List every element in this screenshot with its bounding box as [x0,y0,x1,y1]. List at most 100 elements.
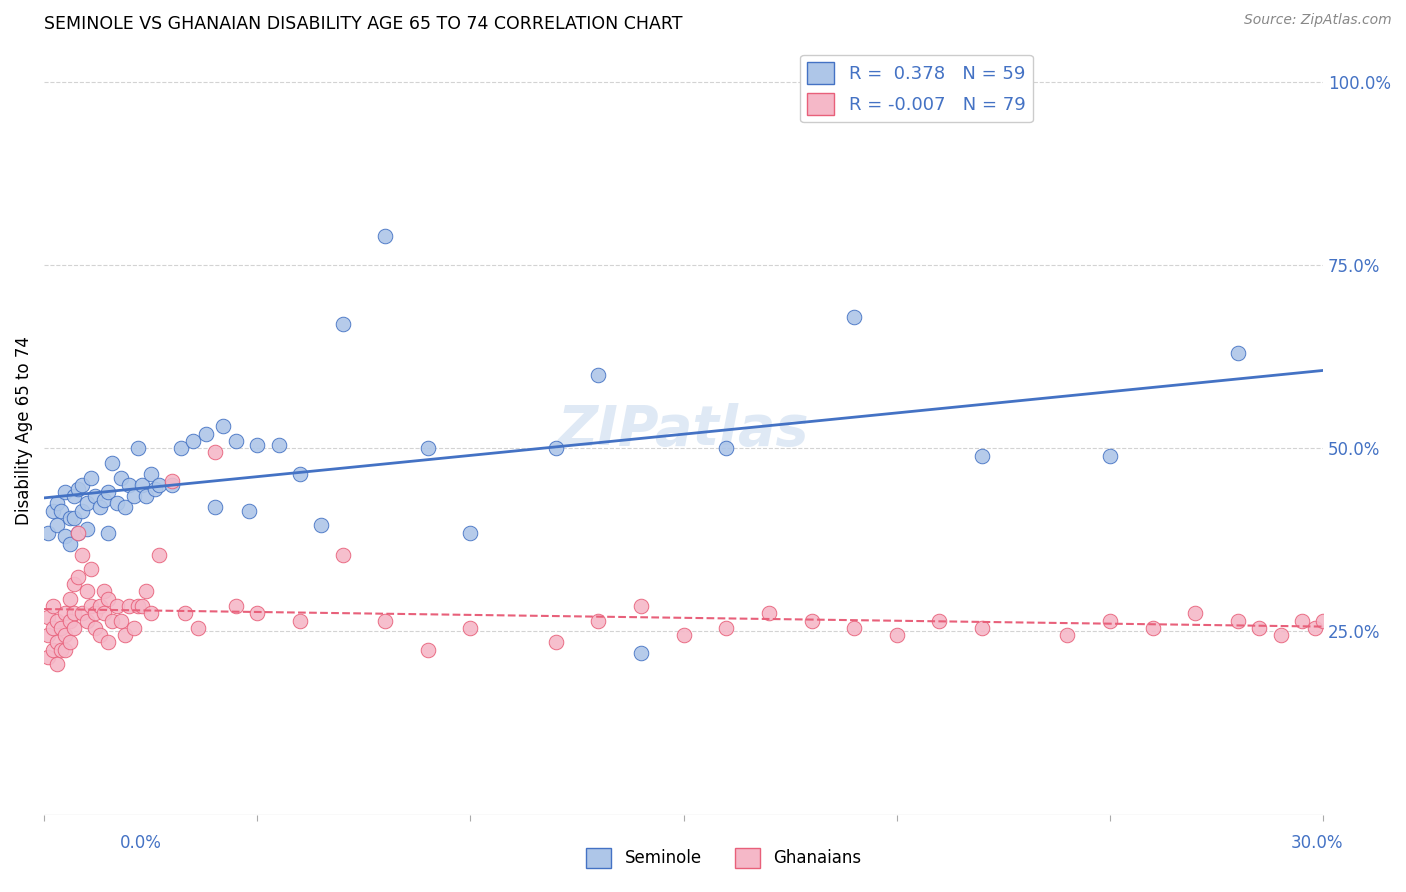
Point [45,635,67,649]
Point [67,525,90,540]
Point [267,438,290,452]
Point [89,628,111,642]
Point [59,511,82,525]
Point [97,635,120,649]
Point [187,621,209,635]
Point [63,511,86,525]
Point [416,642,439,657]
Point [72,606,94,620]
Text: ZIPatlas: ZIPatlas [558,403,810,457]
Point [970,621,993,635]
Point [93,584,115,599]
Point [63,621,86,635]
Point [1249,621,1271,635]
Point [51,642,73,657]
Point [460,525,482,540]
Point [183,434,205,449]
Point [544,635,567,649]
Point [204,445,226,459]
Point [72,548,94,562]
Point [716,442,738,456]
Point [160,478,183,492]
Point [45,657,67,672]
Point [127,599,149,613]
Point [37,610,59,624]
Point [59,635,82,649]
Point [173,606,195,620]
Point [588,368,610,383]
Point [59,591,82,606]
Point [105,599,128,613]
Point [63,489,86,503]
Point [148,548,170,562]
Point [122,621,145,635]
Point [246,606,269,620]
Point [80,562,103,576]
Point [93,606,115,620]
Point [716,621,738,635]
Point [160,475,183,489]
Point [169,442,191,456]
Point [114,500,136,514]
Point [309,518,332,533]
Point [143,482,166,496]
Point [127,442,149,456]
Point [41,503,63,517]
Point [1056,628,1078,642]
Point [630,647,652,661]
Point [1098,614,1121,628]
Point [67,569,90,583]
Point [588,614,610,628]
Point [1226,346,1249,360]
Point [204,500,226,514]
Point [131,599,153,613]
Point [76,496,98,510]
Point [55,642,77,657]
Text: 0.0%: 0.0% [120,834,162,852]
Point [800,614,823,628]
Point [544,442,567,456]
Point [72,478,94,492]
Point [195,426,218,441]
Point [105,496,128,510]
Point [139,606,162,620]
Text: 30.0%: 30.0% [1291,834,1343,852]
Point [80,471,103,485]
Point [1312,614,1334,628]
Point [84,489,107,503]
Point [1098,449,1121,463]
Point [45,614,67,628]
Point [118,478,141,492]
Point [63,577,86,591]
Point [101,456,124,470]
Point [67,525,90,540]
Point [63,606,86,620]
Point [41,621,63,635]
Point [97,591,120,606]
Point [225,434,247,449]
Point [928,614,950,628]
Point [89,599,111,613]
Point [80,599,103,613]
Point [110,614,132,628]
Point [122,489,145,503]
Point [131,478,153,492]
Point [55,628,77,642]
Point [110,471,132,485]
Point [1291,614,1313,628]
Point [332,548,354,562]
Point [37,525,59,540]
Point [59,536,82,550]
Point [51,503,73,517]
Point [374,229,396,244]
Point [118,599,141,613]
Point [332,317,354,331]
Point [84,606,107,620]
Point [1142,621,1164,635]
Point [970,449,993,463]
Point [1184,606,1206,620]
Point [55,529,77,543]
Point [89,500,111,514]
Point [97,525,120,540]
Point [41,642,63,657]
